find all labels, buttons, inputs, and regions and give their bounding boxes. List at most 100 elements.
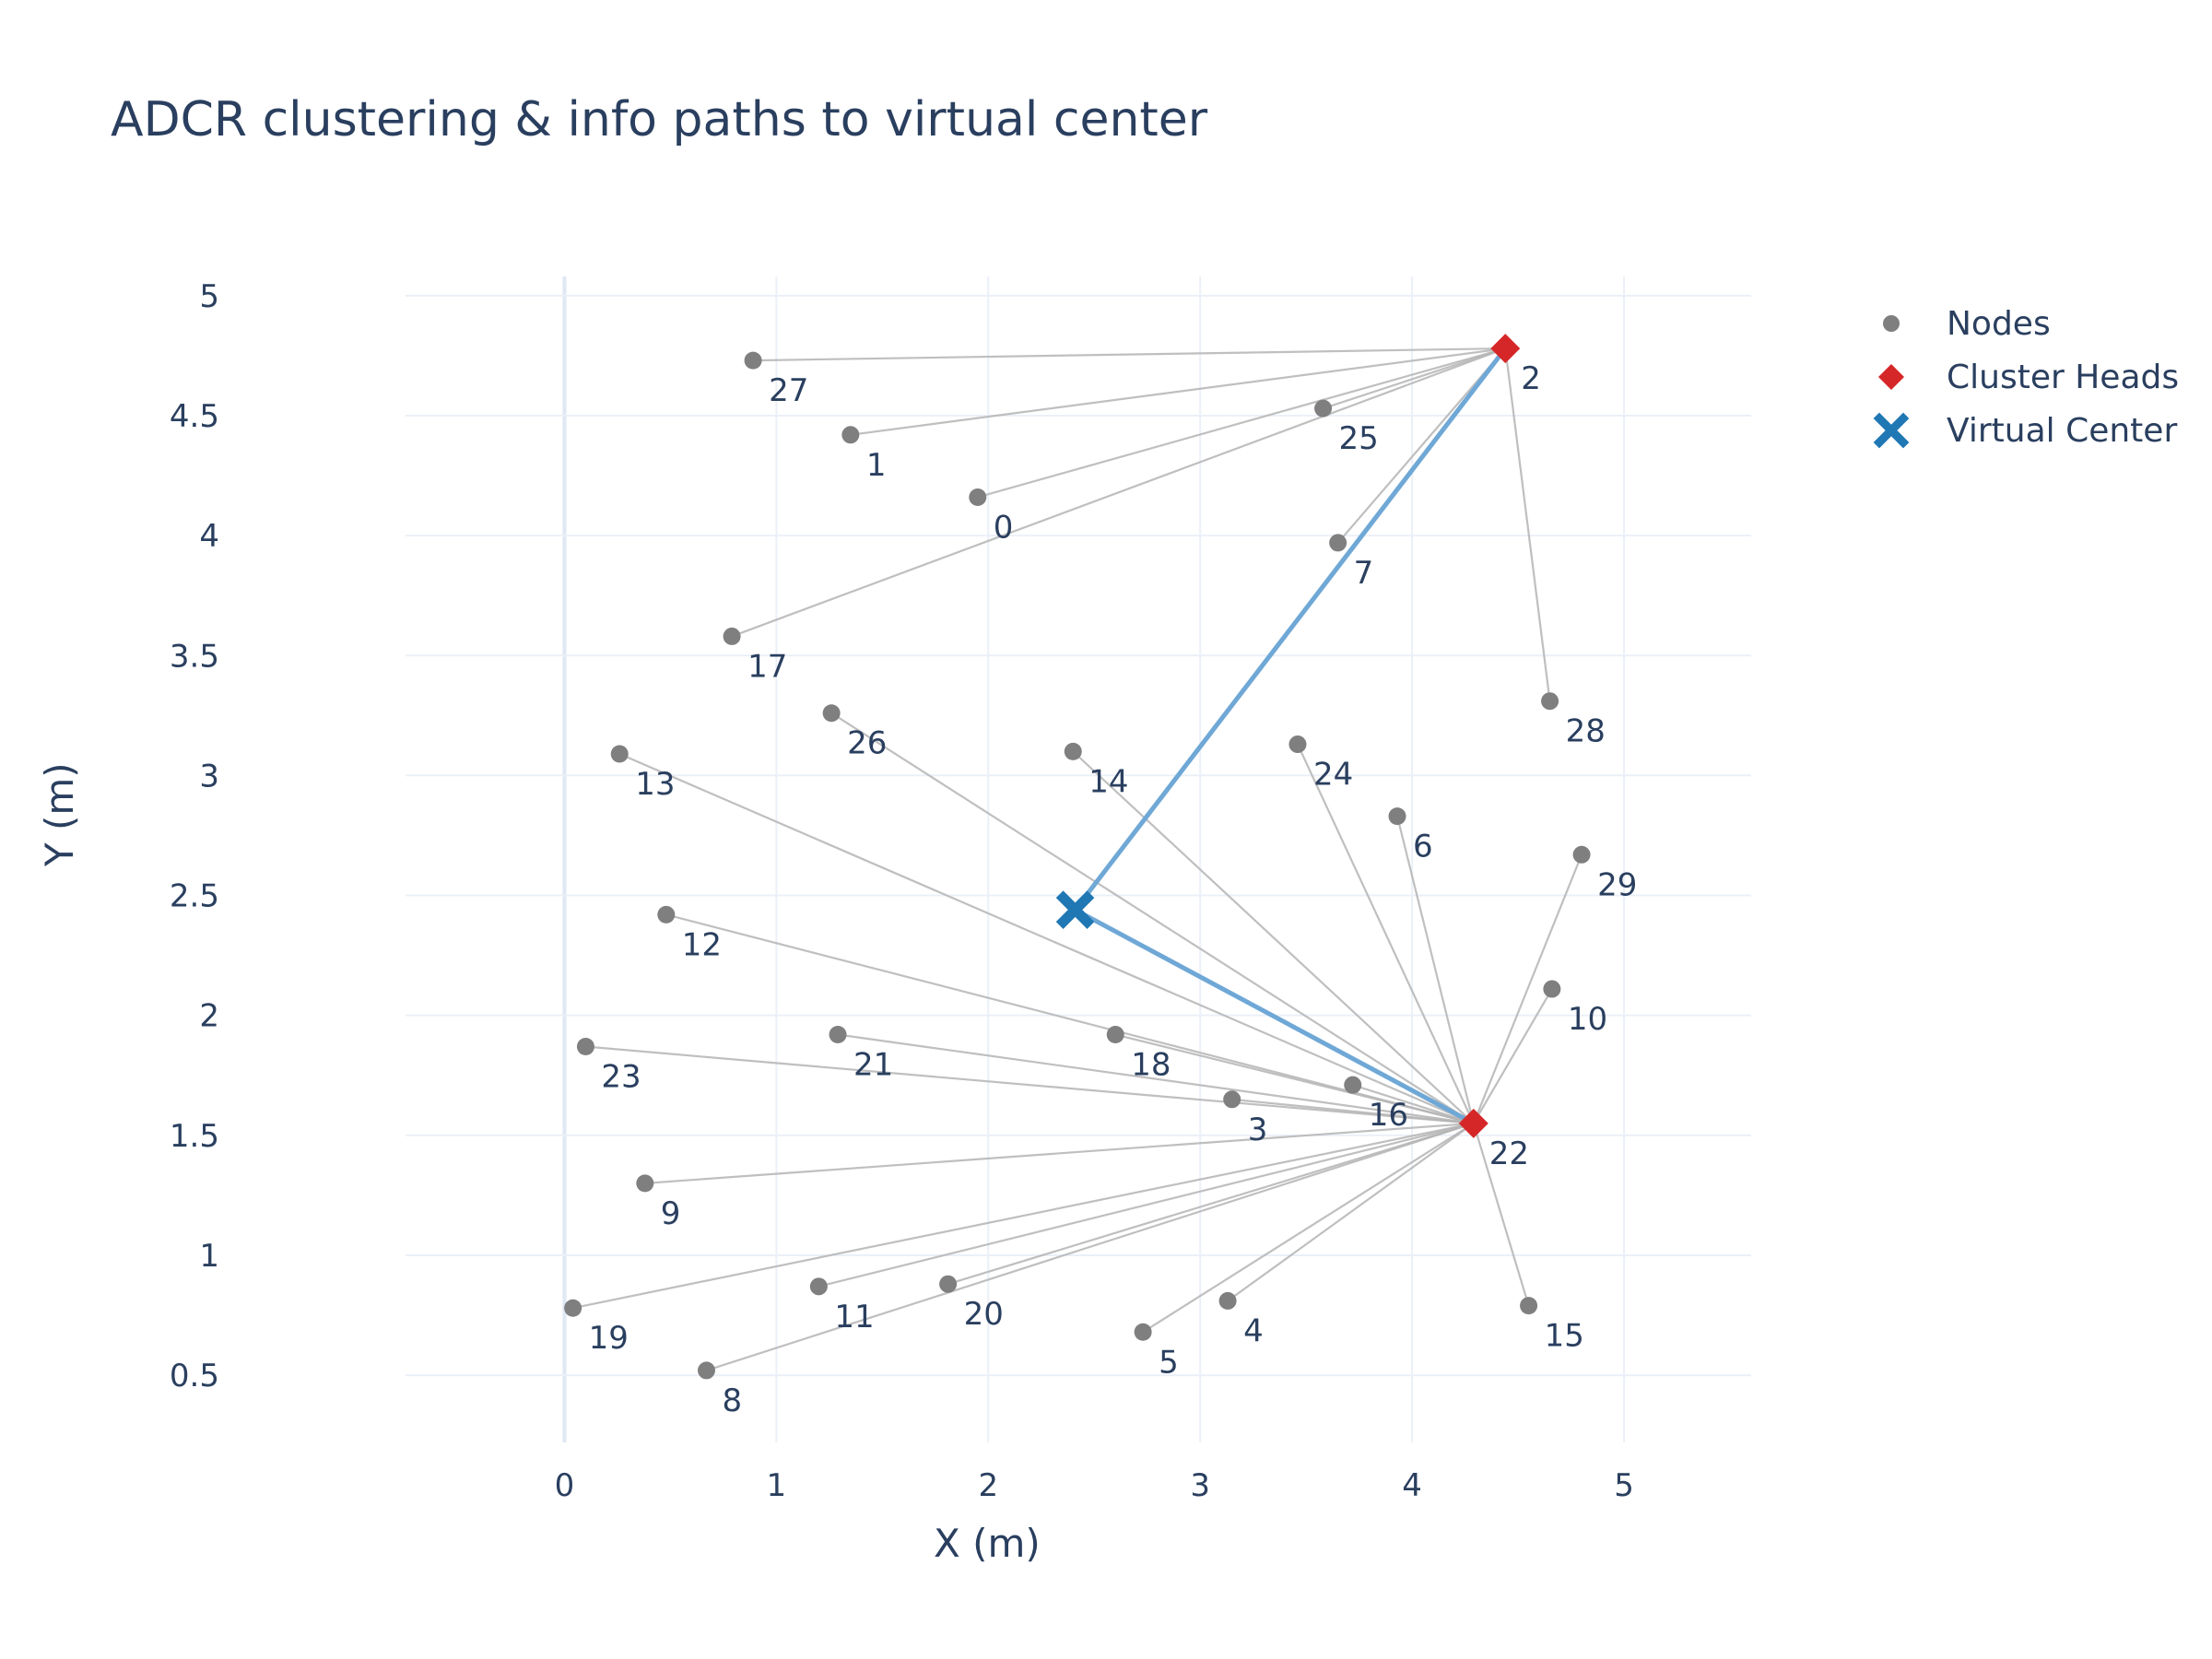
node-point (657, 905, 676, 924)
cluster-head-label: 22 (1489, 1135, 1529, 1172)
node-point (1543, 980, 1561, 998)
cluster-links (572, 347, 1583, 1371)
node-point (1329, 534, 1347, 552)
info-paths (1073, 347, 1508, 1126)
node-point (939, 1275, 958, 1293)
node-point (969, 488, 987, 506)
member-link (1231, 1098, 1474, 1124)
member-link (1227, 1122, 1475, 1302)
y-tick-label: 4.5 (170, 398, 219, 435)
y-axis-title: Y (m) (37, 762, 82, 866)
node-label: 5 (1159, 1344, 1179, 1381)
node-label: 16 (1369, 1097, 1408, 1134)
node-point (1572, 845, 1591, 864)
legend-item-nodes[interactable]: Nodes (1854, 297, 2179, 350)
node-point (1520, 1297, 1538, 1315)
node-point (841, 426, 860, 444)
node-label: 9 (661, 1195, 681, 1232)
node-label: 21 (853, 1047, 893, 1084)
member-link (830, 712, 1475, 1124)
node-label: 25 (1339, 420, 1379, 457)
node-point (1541, 692, 1559, 711)
member-link (572, 1122, 1475, 1310)
axis-ticks: 0 1 2 3 4 50.511.522.533.544.55 (170, 278, 1634, 1504)
node-label: 15 (1545, 1318, 1584, 1355)
x-tick-label: 5 (1614, 1467, 1634, 1504)
node-label: 20 (964, 1296, 1004, 1333)
node-label: 4 (1243, 1312, 1264, 1349)
member-link (1504, 347, 1551, 701)
member-link (1296, 744, 1475, 1124)
member-link (1072, 750, 1475, 1124)
y-tick-label: 5 (199, 278, 219, 315)
node-label: 0 (994, 509, 1014, 546)
x-axis-title: X (m) (934, 1521, 1041, 1566)
x-marker-icon (1873, 412, 1910, 449)
y-tick-label: 3 (199, 758, 219, 794)
node-point (1223, 1090, 1241, 1109)
grid-lines (406, 276, 1751, 1442)
member-link (644, 1122, 1474, 1184)
chart-title: ADCR clustering & info paths to virtual … (111, 92, 1208, 147)
node-label: 28 (1566, 713, 1606, 750)
legend[interactable]: Nodes Cluster Heads Virtual Center (1854, 297, 2179, 457)
node-point (723, 627, 741, 645)
member-link (947, 1122, 1475, 1286)
node-label: 19 (589, 1320, 629, 1357)
y-tick-label: 2.5 (170, 878, 219, 915)
member-link (618, 752, 1475, 1124)
cluster-head-label: 2 (1521, 360, 1541, 397)
node-point (564, 1299, 582, 1317)
node-label: 11 (834, 1299, 874, 1335)
member-link (1142, 1122, 1475, 1334)
node-label: 7 (1354, 555, 1374, 592)
node-point (636, 1174, 654, 1193)
node-label: 13 (635, 766, 675, 803)
member-link (665, 913, 1475, 1124)
legend-item-cluster-heads[interactable]: Cluster Heads (1854, 350, 2179, 404)
y-tick-label: 2 (199, 998, 219, 1035)
y-tick-label: 1 (199, 1238, 219, 1275)
node-label: 27 (769, 372, 808, 409)
member-link (837, 1033, 1474, 1124)
node-label: 1 (866, 447, 887, 484)
x-tick-label: 1 (767, 1467, 787, 1504)
member-link (731, 347, 1506, 638)
node-point (822, 704, 841, 723)
member-link (1395, 816, 1475, 1124)
y-tick-label: 3.5 (170, 638, 219, 675)
member-link (585, 1045, 1474, 1124)
cluster-head-point (1490, 334, 1521, 364)
member-link (1114, 1033, 1475, 1124)
node-point (576, 1038, 594, 1056)
cluster-head-point (1458, 1108, 1488, 1138)
legend-item-virtual-center[interactable]: Virtual Center (1854, 404, 2179, 457)
member-link (1323, 347, 1506, 410)
y-tick-label: 1.5 (170, 1118, 219, 1155)
node-label: 12 (682, 926, 722, 963)
virtual-center-point (1055, 890, 1095, 929)
member-link (1352, 1084, 1475, 1124)
node-point (1388, 807, 1406, 826)
member-link (753, 347, 1506, 362)
node-label: 23 (601, 1059, 641, 1096)
member-link (706, 1122, 1475, 1371)
node-point (829, 1026, 847, 1044)
data-points (564, 334, 1591, 1380)
member-link (977, 347, 1506, 499)
node-label: 6 (1413, 829, 1433, 865)
node-point (1134, 1323, 1152, 1341)
member-link (850, 347, 1506, 436)
circle-marker-icon (1883, 315, 1900, 332)
node-label: 8 (722, 1382, 742, 1419)
member-link (818, 1122, 1475, 1288)
x-tick-label: 3 (1190, 1467, 1210, 1504)
ch-to-center-path (1073, 347, 1508, 912)
node-point (1064, 742, 1082, 760)
member-link (1336, 347, 1507, 544)
node-label: 26 (847, 725, 887, 762)
node-label: 10 (1568, 1001, 1607, 1038)
